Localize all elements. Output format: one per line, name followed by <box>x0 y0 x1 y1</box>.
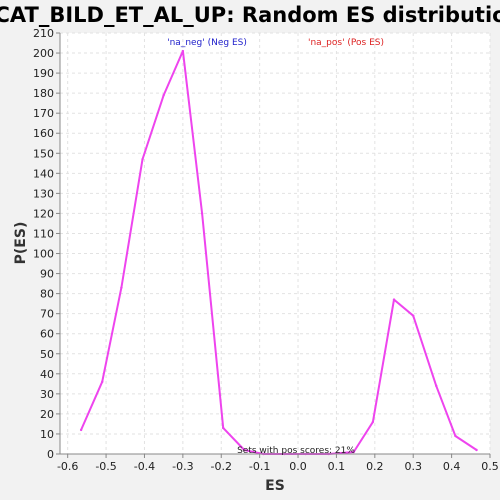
y-tick-label: 20 <box>40 408 54 421</box>
y-tick-label: 190 <box>33 67 54 80</box>
y-tick-label: 50 <box>40 348 54 361</box>
y-tick-label: 110 <box>33 227 54 240</box>
y-tick-label: 40 <box>40 368 54 381</box>
x-tick-label: 0.3 <box>404 460 422 473</box>
y-tick-label: 210 <box>33 27 54 40</box>
data-point <box>181 49 185 53</box>
y-tick-label: 30 <box>40 388 54 401</box>
x-tick-label: 0.4 <box>443 460 461 473</box>
y-tick-label: 10 <box>40 428 54 441</box>
x-tick-label: -0.3 <box>172 460 193 473</box>
x-tick-label: -0.4 <box>134 460 155 473</box>
y-tick-label: 70 <box>40 308 54 321</box>
x-tick-label: -0.5 <box>95 460 116 473</box>
data-point <box>454 434 457 438</box>
y-tick-label: 170 <box>33 107 54 120</box>
data-point <box>162 93 165 97</box>
data-point <box>392 298 396 301</box>
x-tick-label: 0.2 <box>366 460 384 473</box>
x-tick-label: 0.1 <box>328 460 346 473</box>
data-point <box>243 448 246 452</box>
data-point <box>101 380 104 384</box>
data-point <box>221 426 225 430</box>
y-tick-label: 160 <box>33 127 54 140</box>
y-tick-label: 140 <box>33 167 54 180</box>
data-point <box>79 428 83 432</box>
annotation-pos-es: 'na_pos' (Pos ES) <box>308 38 384 48</box>
grid-layer <box>60 32 491 455</box>
x-axis-label: ES <box>265 478 285 494</box>
data-point <box>475 448 478 452</box>
data-point <box>412 314 415 317</box>
y-tick-label: 130 <box>33 187 54 200</box>
x-tick-label: -0.1 <box>249 460 270 473</box>
axes-layer: -0.6 -0.5 -0.4 -0.3 -0.2 -0.1 0.0 0.1 0.2 0.3 0.4 0… <box>33 27 499 473</box>
y-tick-label: 80 <box>40 288 54 301</box>
y-tick-label: 150 <box>33 147 54 160</box>
y-tick-label: 100 <box>33 248 54 261</box>
y-tick-label: 60 <box>40 328 54 341</box>
y-tick-label: 90 <box>40 268 54 281</box>
y-tick-label: 200 <box>33 47 54 60</box>
data-point <box>435 384 438 388</box>
chart-title: BCAT_BILD_ET_AL_UP: Random ES distributi… <box>0 3 500 27</box>
annotation-pos-scores: Sets with pos scores: 21% <box>237 446 355 456</box>
x-tick-label: 0.0 <box>289 460 307 473</box>
y-axis-label: P(ES) <box>13 222 29 265</box>
data-point <box>200 212 204 215</box>
y-tick-label: 180 <box>33 87 54 100</box>
data-point <box>120 286 123 289</box>
data-point <box>141 158 144 161</box>
y-tick-label: 0 <box>47 448 54 461</box>
x-tick-label: 0.5 <box>481 460 499 473</box>
y-tick-label: 120 <box>33 207 54 220</box>
plot-area <box>60 33 490 454</box>
x-tick-label: -0.6 <box>57 460 78 473</box>
data-point <box>352 450 355 454</box>
annotation-neg-es: 'na_neg' (Neg ES) <box>167 38 247 48</box>
data-point <box>371 420 375 424</box>
x-tick-label: -0.2 <box>211 460 232 473</box>
